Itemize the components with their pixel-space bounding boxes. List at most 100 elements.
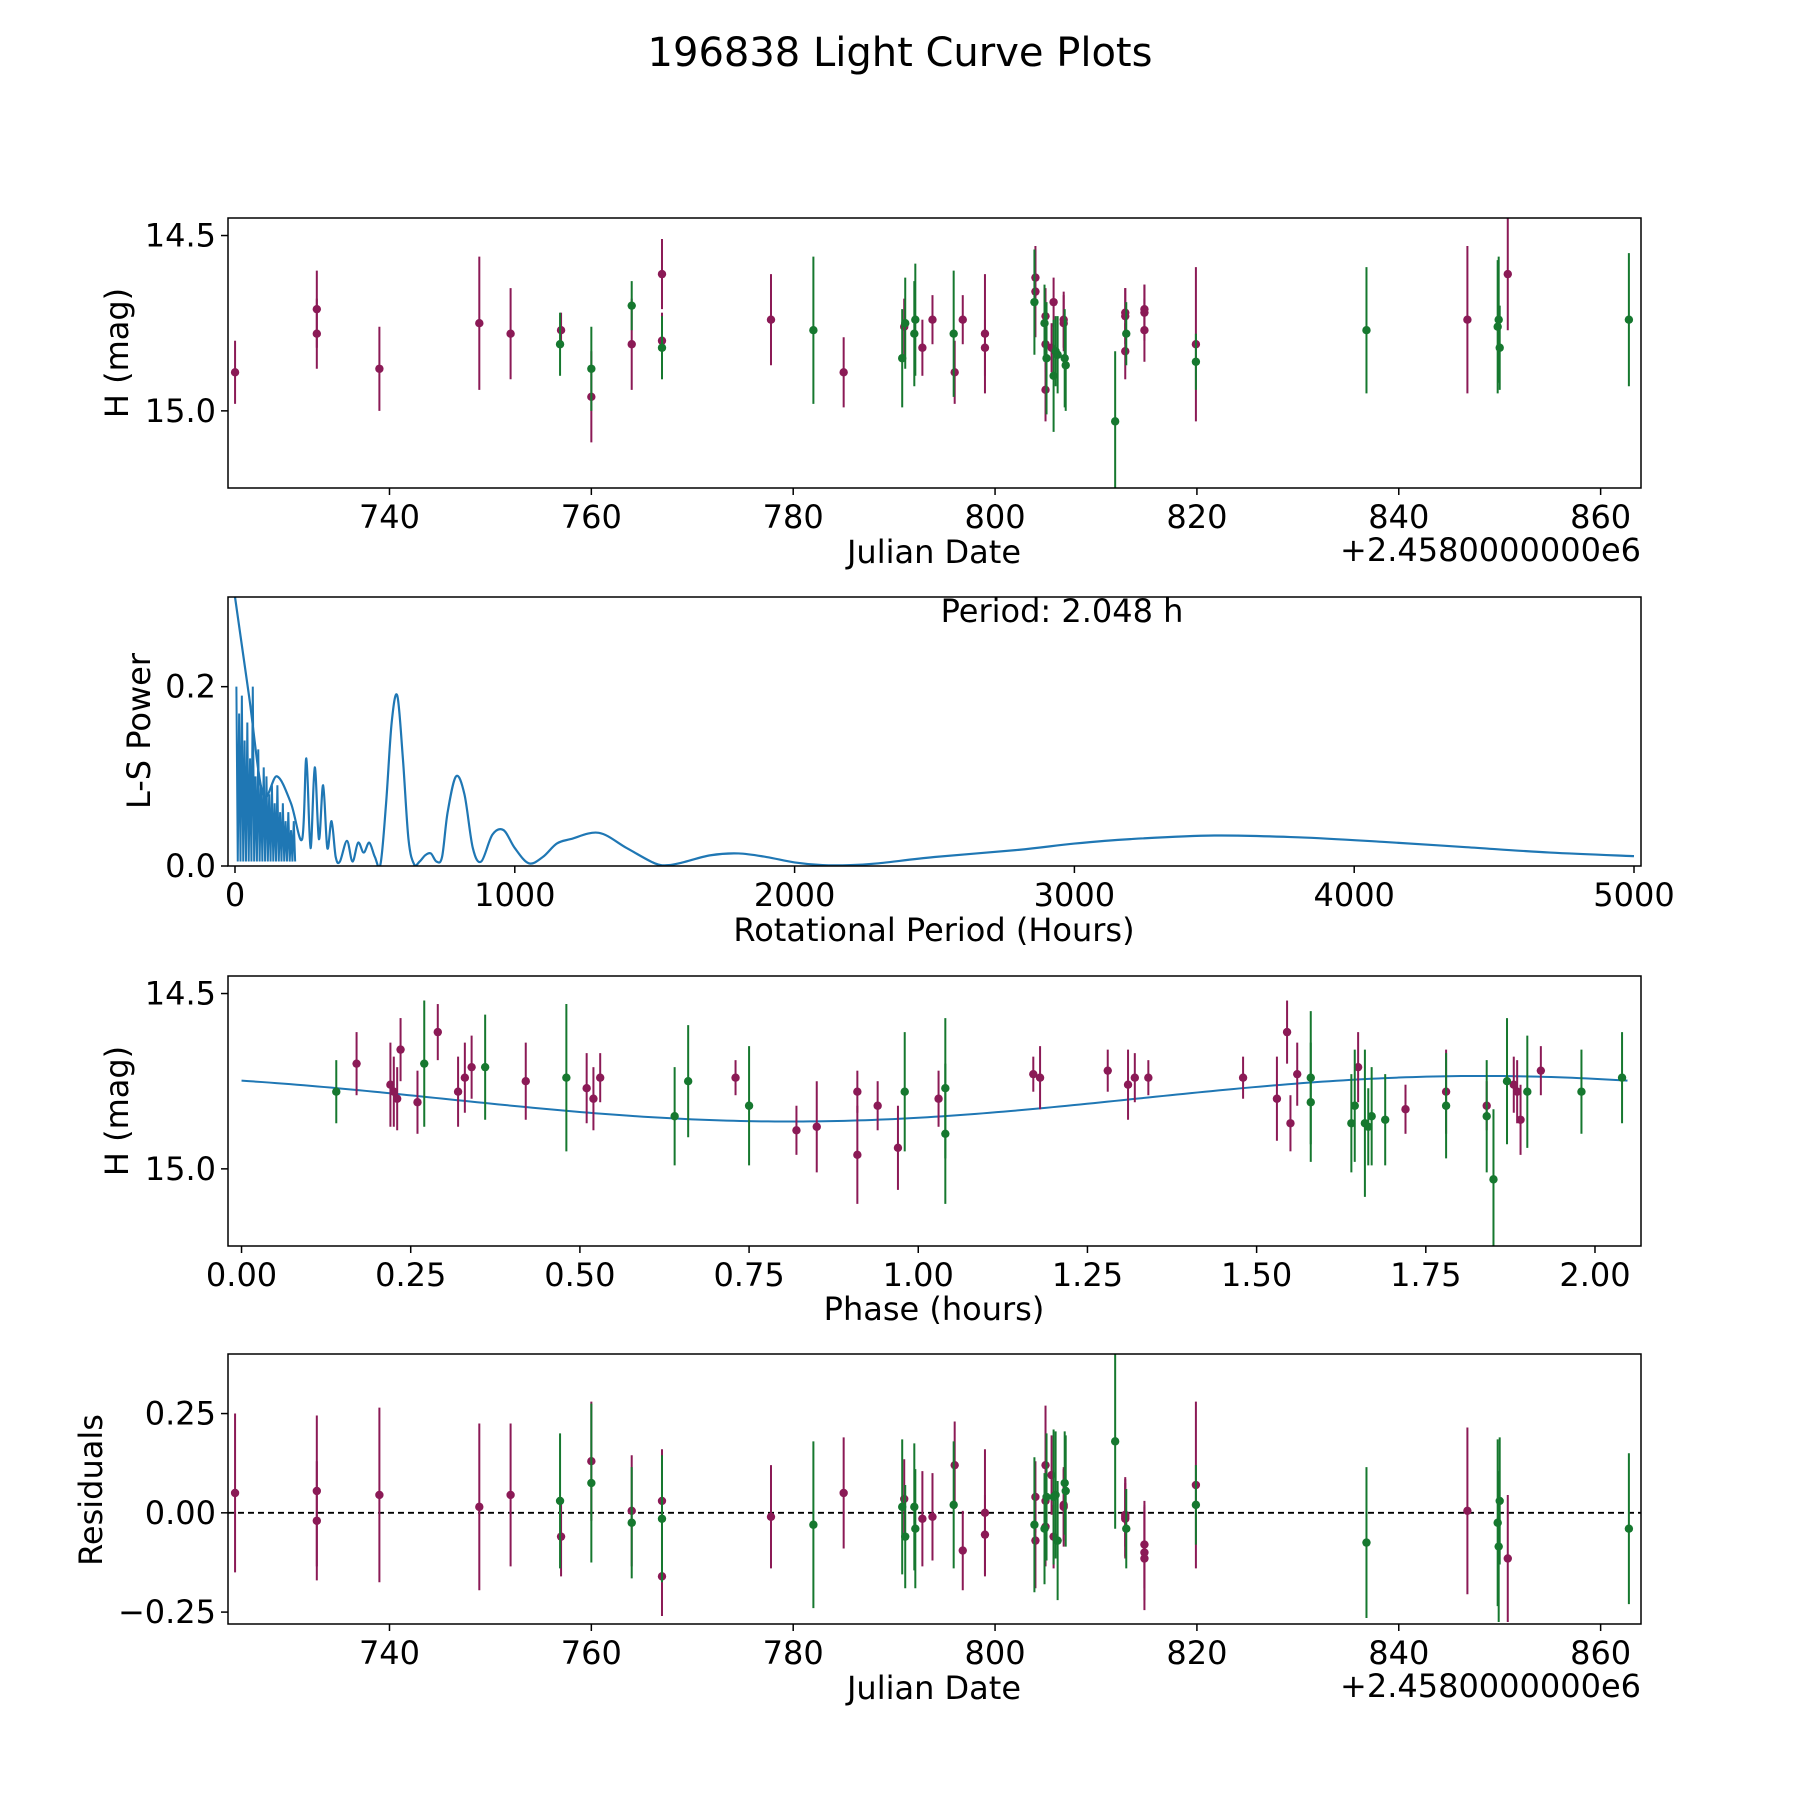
residuals-point-r <box>1503 1554 1512 1563</box>
residuals-point-r <box>928 1512 937 1521</box>
phase-fold-point-r <box>873 1101 882 1110</box>
light-curve-x-tick-label: 780 <box>763 498 824 536</box>
residuals-point-g <box>949 1500 958 1510</box>
phase-fold-point-r <box>934 1094 943 1103</box>
phase-fold-point-r <box>893 1143 903 1153</box>
light-curve-point-g <box>809 326 818 335</box>
residuals-y-ticks: 0.25 0.00 −0.25 <box>118 1395 228 1631</box>
phase-fold-point-r <box>1144 1073 1153 1082</box>
residuals-point-g <box>1042 1492 1051 1502</box>
phase-fold-point-g <box>562 1073 571 1082</box>
light-curve-data <box>230 218 1634 488</box>
periodogram-frame <box>227 596 1642 867</box>
light-curve-point-g <box>949 329 958 338</box>
light-curve-y-label: H (mag) <box>98 288 136 418</box>
phase-fold-point-r <box>521 1076 530 1086</box>
residuals-data <box>228 1354 1641 1623</box>
phase-fold-point-r <box>386 1080 395 1089</box>
phase-fold-point-r <box>1401 1105 1410 1114</box>
residuals-point-r <box>375 1490 384 1500</box>
phase-fold-point-r <box>1103 1066 1112 1075</box>
residuals-point-r <box>1121 1512 1130 1521</box>
panel-light-curve: 740 760 780 800 820 840 860 15.0 14.5 Julian Da… <box>98 217 1642 571</box>
phase-fold-x-tick-label: 1.00 <box>883 1256 954 1294</box>
light-curve-point-r <box>475 318 484 328</box>
phase-fold-points <box>241 1000 1628 1246</box>
residuals-point-g <box>1624 1524 1634 1533</box>
light-curve-point-r <box>1503 269 1512 279</box>
light-curve-point-r <box>506 329 515 338</box>
phase-fold-x-tick-label: 1.25 <box>1052 1256 1123 1294</box>
light-curve-x-tick-label: 840 <box>1368 498 1429 536</box>
phase-fold-point-g <box>744 1101 754 1110</box>
light-curve-point-g <box>1042 354 1051 363</box>
light-curve-x-tick-label: 760 <box>561 498 622 536</box>
phase-fold-point-g <box>1617 1073 1627 1082</box>
residuals-point-r <box>980 1530 990 1539</box>
phase-fold-point-r <box>1282 1027 1292 1037</box>
residuals-point-g <box>1110 1437 1120 1446</box>
light-curve-x-tick-label: 740 <box>359 498 420 536</box>
light-curve-y-ticks: 15.0 14.5 <box>145 217 228 430</box>
light-curve-point-g <box>910 329 919 338</box>
phase-fold-point-r <box>731 1073 740 1082</box>
period-annotation: Period: 2.048 h <box>941 592 1184 630</box>
phase-fold-point-r <box>1035 1073 1045 1082</box>
phase-fold-point-r <box>1238 1073 1248 1082</box>
periodogram-x-label: Rotational Period (Hours) <box>733 911 1134 949</box>
periodogram-y-tick-label: 0.2 <box>165 668 216 706</box>
residuals-point-g <box>1191 1500 1201 1510</box>
residuals-x-ticks: 740 760 780 800 820 840 860 <box>359 1624 1631 1672</box>
light-curve-point-r <box>627 340 636 349</box>
periodogram-y-ticks: 0.0 0.2 <box>165 668 228 885</box>
phase-fold-point-r <box>453 1087 463 1096</box>
residuals-x-tick-label: 820 <box>1166 1634 1227 1672</box>
residuals-point-g <box>1494 1542 1503 1551</box>
residuals-x-tick-label: 840 <box>1368 1634 1429 1672</box>
light-curve-x-label: Julian Date <box>845 533 1021 571</box>
residuals-point-g <box>1061 1486 1070 1496</box>
residuals-frame <box>227 1353 1642 1625</box>
residuals-point-g <box>1030 1520 1039 1529</box>
phase-fold-x-ticks: 0.00 0.25 0.50 0.75 1.00 1.25 1.50 1.75 2.00 <box>206 1246 1631 1294</box>
residuals-points <box>228 1354 1641 1623</box>
phase-fold-point-g <box>1350 1101 1359 1110</box>
light-curve-point-r <box>1031 273 1040 282</box>
periodogram-x-tick-label: 5000 <box>1593 876 1674 914</box>
light-curve-point-r <box>950 368 959 377</box>
light-curve-point-r <box>918 343 927 352</box>
phase-fold-point-r <box>433 1027 442 1037</box>
periodogram-alias-comb <box>235 686 297 862</box>
residuals-point-r <box>958 1546 967 1555</box>
light-curve-point-r <box>375 364 384 373</box>
light-curve-point-r <box>766 315 776 324</box>
phase-fold-data <box>241 1000 1628 1246</box>
light-curve-y-tick-label: 15.0 <box>145 392 216 430</box>
phase-fold-point-g <box>420 1059 429 1068</box>
phase-fold-x-tick-label: 0.00 <box>206 1256 277 1294</box>
residuals-point-r <box>556 1532 566 1541</box>
residuals-y-label: Residuals <box>72 1414 110 1566</box>
phase-fold-point-r <box>595 1073 605 1082</box>
phase-fold-x-tick-label: 0.50 <box>544 1256 615 1294</box>
periodogram-power-curve <box>233 597 1635 866</box>
light-curve-point-g <box>1191 357 1201 366</box>
residuals-y-tick-label: 0.25 <box>145 1395 216 1433</box>
phase-fold-point-g <box>1380 1115 1390 1124</box>
residuals-x-tick-label: 780 <box>763 1634 824 1672</box>
phase-fold-point-r <box>1293 1069 1302 1079</box>
periodogram-lines <box>233 597 1635 866</box>
light-curve-point-g <box>1494 315 1503 324</box>
phase-fold-point-r <box>392 1094 402 1103</box>
panel-phase-fold: 0.00 0.25 0.50 0.75 1.00 1.25 1.50 1.75 2.00 15.… <box>98 975 1642 1328</box>
phase-fold-point-g <box>1523 1087 1532 1096</box>
light-curve-point-g <box>1110 417 1120 426</box>
periodogram-y-label: L-S Power <box>120 652 158 809</box>
residuals-point-r <box>1031 1492 1040 1502</box>
phase-fold-point-r <box>352 1059 361 1068</box>
residuals-point-g <box>587 1478 596 1488</box>
phase-fold-point-r <box>460 1073 470 1082</box>
phase-fold-point-g <box>683 1076 693 1086</box>
